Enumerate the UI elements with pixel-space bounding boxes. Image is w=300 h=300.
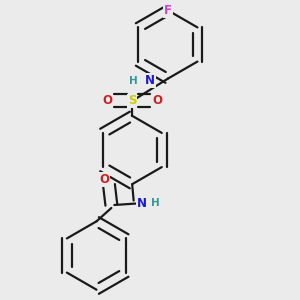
Text: H: H bbox=[129, 76, 138, 86]
Text: S: S bbox=[128, 94, 136, 107]
Text: O: O bbox=[152, 94, 162, 107]
Text: H: H bbox=[151, 199, 159, 208]
Text: O: O bbox=[100, 173, 110, 186]
Text: F: F bbox=[164, 4, 172, 17]
Text: N: N bbox=[145, 74, 155, 87]
Text: N: N bbox=[137, 197, 147, 210]
Text: O: O bbox=[102, 94, 112, 107]
